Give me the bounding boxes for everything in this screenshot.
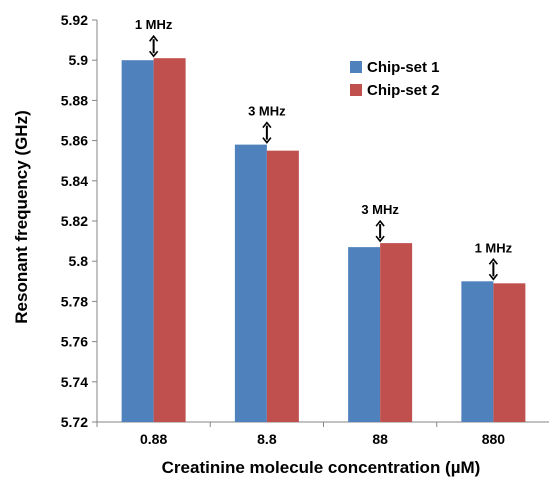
- difference-label: 3 MHz: [248, 104, 286, 119]
- difference-label: 3 MHz: [361, 202, 399, 217]
- y-tick-label: 5.82: [61, 213, 88, 229]
- difference-annotation: 1 MHz: [135, 17, 173, 58]
- y-tick-label: 5.8: [69, 253, 89, 269]
- arrow-head-up: [262, 121, 272, 129]
- annotations: 1 MHz 3 MHz 3 MHz 1 MHz: [135, 17, 513, 281]
- legend: Chip-set 1 Chip-set 2: [350, 59, 440, 99]
- bar-2: [153, 58, 186, 422]
- x-tick-label: 8.8: [257, 431, 277, 447]
- arrow-head-up: [149, 34, 159, 42]
- difference-annotation: 3 MHz: [248, 104, 286, 144]
- y-tick-label: 5.88: [61, 92, 88, 108]
- difference-annotation: 1 MHz: [475, 240, 513, 281]
- legend-label: Chip-set 2: [367, 82, 440, 99]
- bar-2: [266, 150, 299, 422]
- bar-2: [493, 283, 526, 422]
- y-tick-label: 5.9: [69, 52, 89, 68]
- arrow-head-up: [488, 258, 498, 265]
- x-tick-label: 88: [372, 431, 388, 447]
- x-tick-label: 0.88: [140, 431, 167, 447]
- y-tick-label: 5.92: [61, 12, 88, 28]
- bars: [121, 58, 526, 422]
- arrow-head-down: [149, 50, 159, 58]
- y-tick-label: 5.72: [61, 414, 88, 430]
- y-tick-label: 5.86: [61, 133, 88, 149]
- arrow-head-down: [262, 137, 272, 144]
- difference-label: 1 MHz: [475, 240, 513, 255]
- difference-annotation: 3 MHz: [361, 202, 399, 243]
- y-tick-label: 5.74: [61, 374, 88, 390]
- y-tick-label: 5.84: [61, 173, 88, 189]
- legend-item: Chip-set 1: [350, 59, 440, 76]
- arrow-head-down: [488, 273, 498, 281]
- difference-label: 1 MHz: [135, 17, 173, 32]
- bar-1: [461, 281, 494, 422]
- bar-1: [348, 247, 381, 422]
- x-tick-label: 880: [482, 431, 506, 447]
- y-tick-label: 5.78: [61, 293, 88, 309]
- bar-1: [121, 60, 154, 422]
- x-axis-title: Creatinine molecule concentration (µM): [162, 458, 481, 477]
- bar-2: [380, 243, 413, 422]
- arrow-head-up: [375, 219, 385, 227]
- legend-item: Chip-set 2: [350, 82, 440, 99]
- bar-1: [234, 144, 267, 422]
- y-tick-label: 5.76: [61, 334, 88, 350]
- y-axis-title: Resonant frequency (GHz): [12, 110, 31, 323]
- legend-swatch: [350, 61, 362, 73]
- legend-label: Chip-set 1: [367, 59, 440, 76]
- y-axis: 5.72 5.74 5.76 5.78 5.8 5.82 5.84 5.86 5.88 5.9 5.…: [61, 12, 98, 430]
- legend-swatch: [350, 84, 362, 96]
- x-axis: 0.88 8.8 88 880: [96, 421, 549, 447]
- arrow-head-down: [375, 235, 385, 243]
